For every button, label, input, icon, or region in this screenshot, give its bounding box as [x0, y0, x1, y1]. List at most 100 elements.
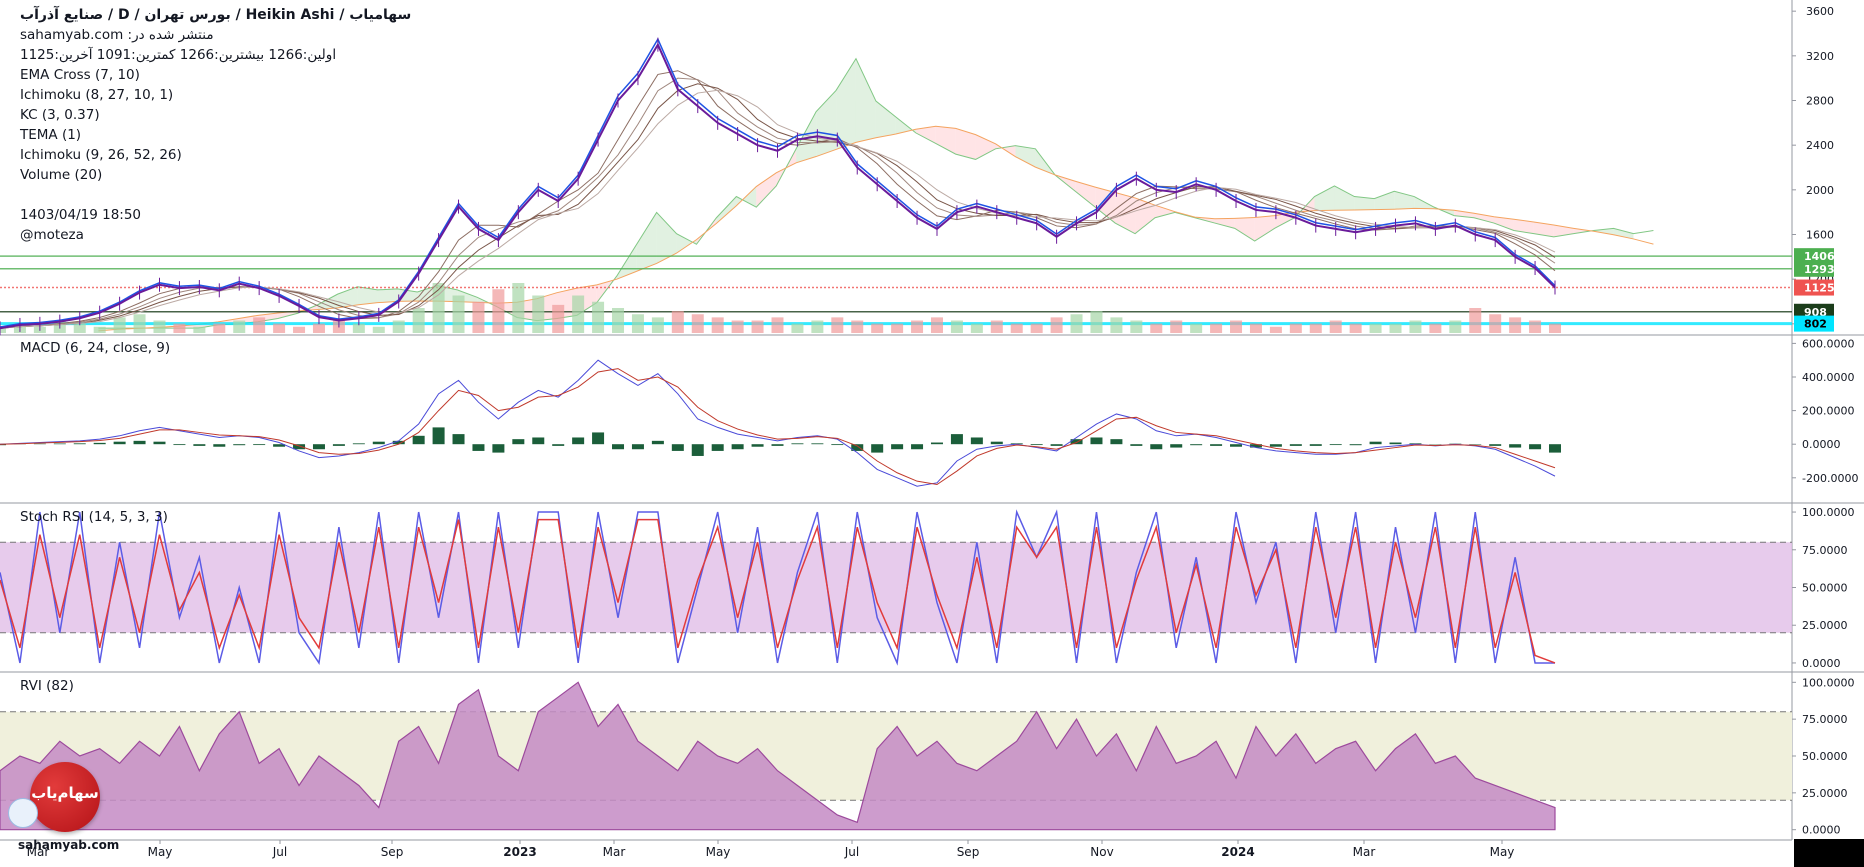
macd-histogram-bar: [73, 443, 86, 445]
price-tick-label: 3600: [1806, 5, 1834, 18]
cloud-segment: [1314, 185, 1335, 211]
indicator-ichimoku-1[interactable]: Ichimoku (8, 27, 10, 1): [20, 87, 174, 103]
macd-histogram-bar: [631, 444, 644, 450]
volume-bar: [1409, 320, 1422, 333]
macd-histogram-bar: [711, 444, 724, 451]
cloud-segment: [1473, 213, 1494, 224]
macd-histogram-bar: [472, 444, 485, 451]
volume-bar: [512, 283, 525, 333]
volume-bar: [1549, 323, 1561, 333]
price-label-box: [1794, 315, 1834, 332]
volume-bar: [1489, 314, 1502, 333]
volume-bar: [1469, 308, 1482, 333]
macd-histogram-bar: [133, 440, 146, 445]
volume-bar: [1130, 320, 1143, 333]
volume-bar: [891, 323, 904, 333]
macd-histogram-bar: [233, 444, 246, 446]
macd-histogram-bar: [512, 439, 525, 445]
volume-bar: [851, 320, 864, 333]
macd-histogram-bar: [412, 435, 425, 445]
volume-bar: [911, 320, 924, 333]
macd-histogram-bar: [871, 444, 884, 453]
cloud-segment: [676, 233, 697, 254]
time-tick-label: 2023: [503, 845, 536, 859]
macd-histogram-bar: [1349, 444, 1362, 446]
cloud-segment: [377, 288, 398, 303]
time-tick-label: May: [1490, 845, 1515, 859]
macd-histogram-bar: [1369, 441, 1382, 445]
macd-histogram-bar: [372, 441, 385, 445]
price-label-box: [1794, 260, 1834, 277]
volume-bar: [213, 323, 226, 333]
macd-histogram-bar: [1289, 444, 1302, 446]
site-label: sahamyab.com: [18, 838, 120, 852]
macd-histogram-bar: [891, 444, 904, 450]
price-label-text: 1406: [1804, 250, 1835, 263]
rvi-label[interactable]: RVI (82): [20, 678, 74, 694]
volume-bar: [173, 323, 186, 333]
volume-bar: [1249, 323, 1262, 333]
cloud-segment: [1254, 215, 1275, 242]
macd-tick-label: 600.0000: [1802, 337, 1855, 350]
cloud-segment: [397, 288, 418, 302]
rvi-tick-label: 100.0000: [1802, 676, 1855, 689]
macd-histogram-bar: [1489, 444, 1502, 446]
volume-bar: [552, 304, 565, 333]
rvi-area: [0, 681, 1556, 831]
macd-histogram-bar: [572, 437, 585, 445]
macd-histogram-bar: [1529, 444, 1542, 450]
volume-bar: [771, 317, 784, 333]
macd-histogram-bar: [452, 434, 465, 445]
macd-histogram-bar: [1050, 444, 1063, 446]
cloud-segment: [756, 172, 777, 208]
time-tick-label: Nov: [1090, 845, 1113, 859]
price-tick-label: 1600: [1806, 229, 1834, 242]
volume-bar: [1110, 317, 1123, 333]
macd-histogram-bar: [113, 441, 126, 445]
volume-bar: [631, 314, 644, 333]
volume-bar: [312, 323, 325, 333]
cloud-segment: [1135, 197, 1156, 234]
stoch-label[interactable]: Stoch RSI (14, 5, 3, 3): [20, 509, 168, 525]
time-tick-label: 2024: [1221, 845, 1254, 859]
time-tick-label: Mar: [1353, 845, 1376, 859]
price-tick-label: 2000: [1806, 184, 1834, 197]
macd-histogram-bar: [1329, 444, 1342, 446]
volume-bar: [930, 317, 943, 333]
timestamp: 1403/04/19 18:50: [20, 207, 142, 223]
volume-bar: [1269, 326, 1282, 333]
macd-histogram-bar: [811, 443, 824, 445]
indicator-ema[interactable]: EMA Cross (7, 10): [20, 67, 140, 83]
small-logo-icon: [8, 798, 38, 828]
indicator-volume[interactable]: Volume (20): [20, 167, 103, 183]
legend-title-row: سهامیاب / Heikin Ashi / بورس تهران / D /…: [20, 5, 411, 25]
macd-histogram-bar: [990, 441, 1003, 445]
cloud-segment: [875, 101, 896, 138]
volume-bar: [492, 289, 505, 333]
macd-histogram-bar: [492, 444, 505, 453]
macd-tick-label: 0.0000: [1802, 438, 1841, 451]
volume-bar: [1389, 323, 1402, 333]
volume-bar: [731, 320, 744, 333]
macd-line: [0, 359, 1556, 487]
time-tick-label: May: [706, 845, 731, 859]
cloud-segment: [1075, 181, 1096, 208]
cloud-segment: [1234, 217, 1255, 242]
volume-bar: [432, 283, 445, 333]
volume-bar: [970, 323, 983, 333]
macd-histogram-bar: [1150, 444, 1163, 450]
macd-histogram-bar: [0, 444, 6, 446]
cloud-segment: [1334, 185, 1355, 211]
macd-signal-line: [0, 368, 1556, 486]
cloud-segment: [1354, 196, 1375, 211]
macd-label[interactable]: MACD (6, 24, close, 9): [20, 340, 171, 356]
macd-histogram-bar: [293, 444, 306, 450]
cloud-segment: [915, 126, 936, 144]
indicator-ichimoku-2[interactable]: Ichimoku (9, 26, 52, 26): [20, 147, 182, 163]
cloud-segment: [1573, 228, 1594, 234]
macd-histogram-bar: [1030, 444, 1043, 446]
indicator-tema[interactable]: TEMA (1): [20, 127, 82, 143]
volume-bar: [1010, 323, 1023, 333]
indicator-kc[interactable]: KC (3, 0.37): [20, 107, 100, 123]
cloud-segment: [716, 196, 737, 224]
